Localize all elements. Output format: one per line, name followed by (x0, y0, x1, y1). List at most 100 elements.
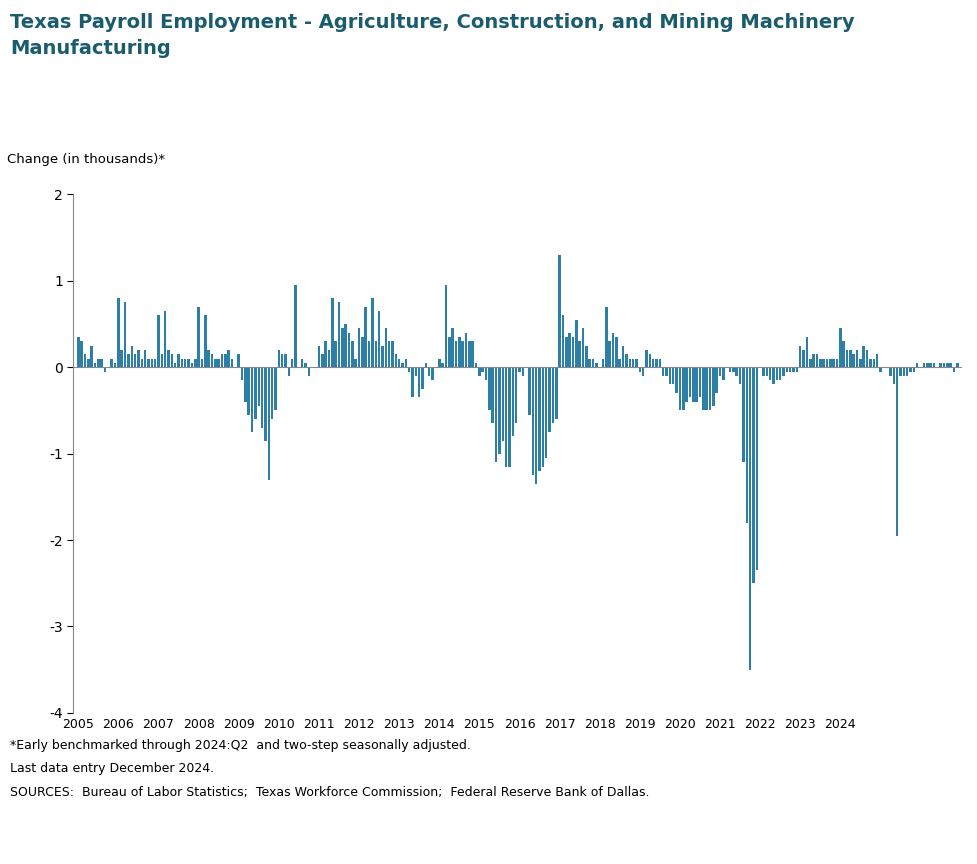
Bar (318, 346, 320, 367)
Bar (668, 367, 671, 384)
Bar (545, 367, 547, 458)
Bar (97, 359, 100, 367)
Bar (338, 302, 340, 367)
Bar (823, 359, 825, 367)
Bar (191, 363, 193, 367)
Bar (819, 359, 822, 367)
Bar (649, 354, 651, 367)
Text: Change (in thousands)*: Change (in thousands)* (7, 153, 165, 166)
Bar (482, 367, 484, 372)
Bar (708, 367, 711, 410)
Bar (926, 363, 928, 367)
Bar (454, 341, 457, 367)
Bar (766, 367, 768, 376)
Bar (719, 367, 721, 376)
Bar (113, 363, 116, 367)
Bar (531, 367, 534, 475)
Bar (639, 367, 641, 372)
Bar (776, 367, 778, 380)
Bar (171, 354, 173, 367)
Bar (251, 367, 253, 432)
Bar (863, 346, 865, 367)
Bar (200, 359, 203, 367)
Bar (505, 367, 507, 467)
Bar (621, 346, 624, 367)
Bar (562, 315, 564, 367)
Bar (321, 354, 323, 367)
Bar (856, 350, 859, 367)
Bar (752, 367, 754, 583)
Bar (806, 337, 808, 367)
Bar (291, 359, 293, 367)
Bar (943, 363, 945, 367)
Bar (478, 367, 481, 376)
Bar (795, 367, 798, 372)
Bar (77, 337, 79, 367)
Bar (491, 367, 494, 423)
Bar (712, 367, 714, 406)
Bar (552, 367, 554, 423)
Bar (853, 354, 855, 367)
Bar (682, 367, 685, 410)
Bar (498, 367, 500, 454)
Bar (705, 367, 708, 410)
Bar (364, 307, 367, 367)
Bar (665, 367, 668, 376)
Bar (702, 367, 704, 410)
Bar (181, 359, 183, 367)
Bar (685, 367, 688, 402)
Bar (625, 354, 627, 367)
Bar (696, 367, 698, 402)
Bar (786, 367, 788, 372)
Bar (512, 367, 514, 436)
Bar (294, 285, 297, 367)
Bar (351, 341, 354, 367)
Bar (939, 363, 942, 367)
Bar (327, 350, 330, 367)
Bar (916, 363, 918, 367)
Bar (167, 350, 170, 367)
Bar (953, 367, 956, 372)
Bar (558, 255, 561, 367)
Bar (124, 302, 126, 367)
Bar (127, 354, 130, 367)
Bar (581, 328, 584, 367)
Bar (87, 359, 90, 367)
Bar (632, 359, 634, 367)
Bar (529, 367, 531, 415)
Bar (849, 350, 852, 367)
Bar (736, 367, 738, 376)
Bar (110, 359, 113, 367)
Bar (345, 324, 347, 367)
Bar (618, 359, 621, 367)
Bar (588, 359, 591, 367)
Bar (515, 367, 518, 423)
Bar (485, 367, 488, 380)
Bar (421, 367, 424, 389)
Bar (204, 315, 206, 367)
Bar (875, 354, 878, 367)
Bar (94, 363, 97, 367)
Bar (411, 367, 414, 397)
Text: Last data entry December 2024.: Last data entry December 2024. (10, 762, 214, 775)
Bar (628, 359, 631, 367)
Bar (214, 359, 217, 367)
Bar (832, 359, 835, 367)
Bar (174, 363, 177, 367)
Bar (224, 354, 227, 367)
Bar (494, 367, 497, 462)
Bar (237, 354, 240, 367)
Bar (522, 367, 524, 376)
Bar (261, 367, 264, 428)
Bar (548, 367, 551, 432)
Bar (956, 363, 958, 367)
Bar (395, 354, 397, 367)
Bar (164, 311, 166, 367)
Bar (585, 346, 587, 367)
Bar (715, 367, 718, 393)
Bar (652, 359, 655, 367)
Bar (141, 359, 143, 367)
Bar (442, 363, 444, 367)
Bar (240, 367, 243, 380)
Bar (207, 350, 210, 367)
